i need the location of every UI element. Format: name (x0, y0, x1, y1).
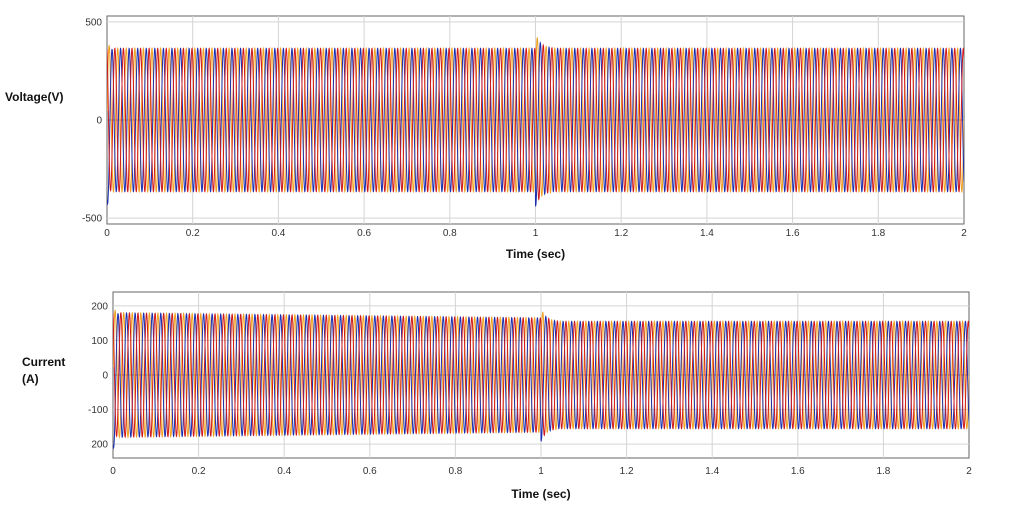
x-axis-label: Time (sec) (506, 247, 565, 261)
x-tick-label: 1.6 (786, 228, 800, 239)
phase-c-series (113, 311, 969, 439)
y-axis-label: Current (22, 355, 65, 369)
x-tick-label: 1.4 (700, 228, 714, 239)
y-tick-label: 200 (91, 301, 108, 312)
phase-c-series (107, 43, 964, 201)
x-tick-label: 0.6 (357, 228, 371, 239)
x-tick-label: 0.6 (363, 466, 377, 477)
x-tick-label: 1.8 (876, 466, 890, 477)
x-tick-label: 0.2 (186, 228, 200, 239)
x-tick-label: 1.2 (614, 228, 628, 239)
x-tick-label: 1.2 (620, 466, 634, 477)
y-axis-label: (A) (22, 372, 39, 386)
x-tick-label: 1.4 (705, 466, 719, 477)
y-tick-label: -500 (82, 214, 102, 225)
phase-b-series (107, 41, 964, 208)
phase-a-series (107, 36, 964, 198)
x-tick-label: 1 (538, 466, 544, 477)
phase-b-series (113, 311, 969, 450)
y-tick-label: 0 (96, 116, 102, 127)
current-plot: 0 0.2 0.4 0.6 0.8 1 1.2 1.4 1.6 1.8 2 200 100 0 -100 20… (22, 291, 972, 501)
x-tick-label: 1 (533, 228, 539, 239)
voltage-plot: 0 0.2 0.4 0.6 0.8 1 1.2 1.4 1.6 1.8 25000-500Time … (5, 15, 967, 261)
y-tick-label: 100 (91, 336, 108, 347)
x-tick-label: 0 (104, 228, 110, 239)
y-tick-label: 500 (85, 17, 102, 28)
x-axis-label: Time (sec) (511, 487, 570, 501)
x-tick-label: 0.8 (443, 228, 457, 239)
x-tick-label: 0.4 (271, 228, 285, 239)
x-tick-label: 0 (110, 466, 116, 477)
phase-a-series (113, 309, 969, 439)
y-tick-label: -100 (88, 405, 108, 416)
x-tick-label: 1.6 (791, 466, 805, 477)
y-axis-label: Voltage(V) (5, 90, 63, 104)
x-tick-label: 1.8 (871, 228, 885, 239)
x-tick-label: 2 (961, 228, 967, 239)
y-tick-label: 200 (91, 440, 108, 451)
x-tick-label: 0.8 (448, 466, 462, 477)
x-tick-label: 0.2 (192, 466, 206, 477)
x-tick-label: 2 (966, 466, 972, 477)
x-tick-label: 0.4 (277, 466, 291, 477)
y-tick-label: 0 (102, 371, 108, 382)
